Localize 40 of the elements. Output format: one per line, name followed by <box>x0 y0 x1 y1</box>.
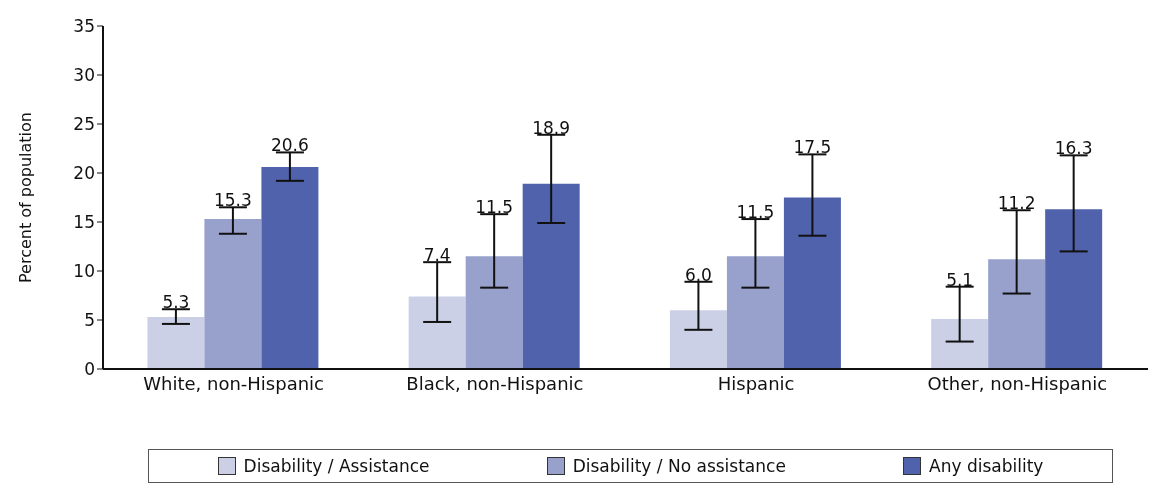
bar <box>408 296 466 369</box>
data-label: 18.9 <box>532 117 571 138</box>
x-tick-label: Black, non-Hispanic <box>406 372 584 394</box>
data-label: 20.6 <box>270 135 309 156</box>
data-label: 11.5 <box>736 202 775 223</box>
data-label: 5.1 <box>946 269 974 290</box>
data-label: 7.4 <box>423 245 451 266</box>
x-tick-label: Other, non-Hispanic <box>927 372 1108 394</box>
data-label: 11.5 <box>475 197 514 218</box>
y-tick-label: 20 <box>73 163 95 184</box>
data-label: 17.5 <box>793 137 832 158</box>
bar <box>147 317 205 369</box>
legend-label: Any disability <box>929 456 1044 476</box>
y-tick-label: 5 <box>84 310 95 331</box>
data-label: 5.3 <box>162 292 190 313</box>
legend-label: Disability / No assistance <box>572 456 786 476</box>
bar <box>204 219 262 369</box>
y-tick-label: 30 <box>73 65 95 86</box>
bar <box>783 197 841 369</box>
bar <box>726 256 784 369</box>
bar <box>669 310 727 369</box>
x-tick-label: Hispanic <box>717 372 795 394</box>
x-tick-label: White, non-Hispanic <box>143 372 325 394</box>
bar <box>465 256 523 369</box>
y-tick-label: 10 <box>73 261 95 282</box>
y-tick-label: 35 <box>73 16 95 37</box>
y-tick-label: 25 <box>73 114 95 135</box>
bar <box>1045 209 1103 369</box>
bar <box>988 259 1046 369</box>
bar <box>522 183 580 369</box>
data-label: 11.2 <box>997 193 1036 214</box>
bar <box>261 167 319 369</box>
y-tick-label: 15 <box>73 212 95 233</box>
data-label: 6.0 <box>684 264 712 285</box>
y-tick-label: 0 <box>84 359 95 380</box>
data-label: 16.3 <box>1054 138 1093 159</box>
bar <box>931 319 989 369</box>
legend-label: Disability / Assistance <box>243 456 430 476</box>
data-label: 15.3 <box>213 190 252 211</box>
y-axis-title: Percent of population <box>15 112 35 283</box>
